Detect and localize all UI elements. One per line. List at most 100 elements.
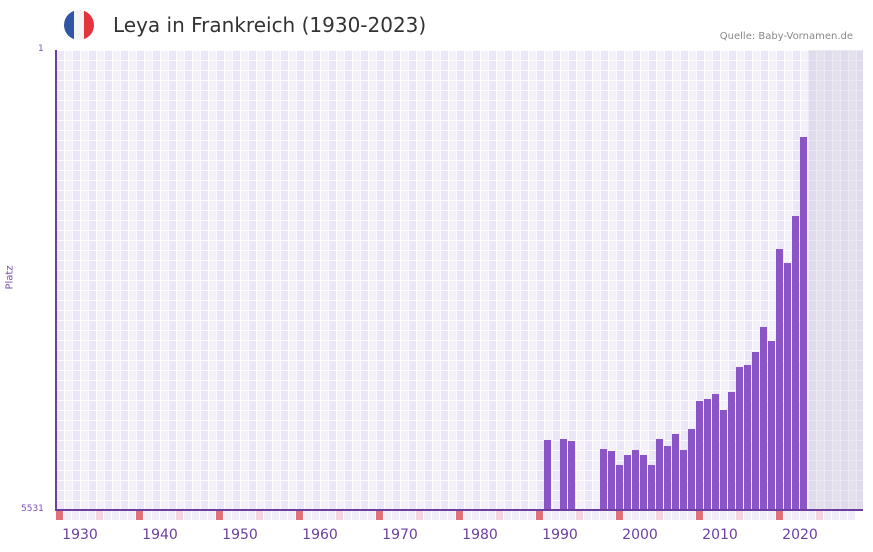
bar-2013 — [728, 391, 735, 510]
year-marker — [512, 511, 519, 520]
year-marker — [560, 511, 567, 520]
x-tick-1980: 1980 — [462, 527, 498, 543]
bar-2017 — [760, 326, 767, 510]
year-marker — [616, 511, 623, 520]
bar-2010 — [704, 398, 711, 510]
year-marker — [648, 511, 655, 520]
x-tick-1970: 1970 — [382, 527, 418, 543]
year-marker — [552, 511, 559, 520]
year-marker — [120, 511, 127, 520]
x-year-markers — [56, 511, 863, 520]
year-marker — [520, 511, 527, 520]
year-marker — [480, 511, 487, 520]
plot-area — [56, 50, 863, 510]
year-marker — [80, 511, 87, 520]
bar-1998 — [608, 450, 615, 510]
france-flag-icon — [64, 10, 94, 40]
year-marker — [664, 511, 671, 520]
x-tick-1960: 1960 — [302, 527, 338, 543]
year-marker — [600, 511, 607, 520]
year-marker — [536, 511, 543, 520]
x-tick-2020: 2020 — [782, 527, 818, 543]
year-marker — [312, 511, 319, 520]
y-tick-top: 1 — [38, 44, 44, 54]
bar-2002 — [640, 454, 647, 510]
year-marker — [224, 511, 231, 520]
year-marker — [568, 511, 575, 520]
year-marker — [96, 511, 103, 520]
x-tick-1950: 1950 — [222, 527, 258, 543]
bar-2007 — [680, 449, 687, 510]
year-marker — [152, 511, 159, 520]
x-axis-line — [55, 509, 863, 511]
bar-2005 — [664, 445, 671, 510]
bar-2012 — [720, 409, 727, 510]
year-marker — [320, 511, 327, 520]
x-tick-1940: 1940 — [142, 527, 178, 543]
year-marker — [344, 511, 351, 520]
bar-2008 — [688, 428, 695, 510]
year-marker — [280, 511, 287, 520]
year-marker — [232, 511, 239, 520]
year-marker — [272, 511, 279, 520]
year-marker — [720, 511, 727, 520]
year-marker — [488, 511, 495, 520]
year-marker — [680, 511, 687, 520]
year-marker — [584, 511, 591, 520]
year-marker — [112, 511, 119, 520]
year-marker — [696, 511, 703, 520]
year-marker — [608, 511, 615, 520]
year-marker — [504, 511, 511, 520]
year-marker — [656, 511, 663, 520]
bar-2011 — [712, 393, 719, 510]
bar-2014 — [736, 366, 743, 510]
year-marker — [712, 511, 719, 520]
year-marker — [176, 511, 183, 520]
year-marker — [88, 511, 95, 520]
bar-2009 — [696, 400, 703, 510]
year-marker — [104, 511, 111, 520]
year-marker — [576, 511, 583, 520]
year-marker — [704, 511, 711, 520]
x-tick-1930: 1930 — [62, 527, 98, 543]
year-marker — [736, 511, 743, 520]
year-marker — [128, 511, 135, 520]
year-marker — [256, 511, 263, 520]
year-marker — [216, 511, 223, 520]
year-marker — [760, 511, 767, 520]
bar-2021 — [792, 215, 799, 510]
bar-1997 — [600, 448, 607, 510]
year-marker — [624, 511, 631, 520]
year-marker — [688, 511, 695, 520]
y-tick-bottom: 5531 — [21, 504, 44, 514]
year-marker — [752, 511, 759, 520]
bar-2020 — [784, 263, 791, 510]
bar-2022 — [800, 137, 807, 510]
bar-1993 — [568, 440, 575, 510]
bar-2004 — [656, 438, 663, 510]
year-marker — [248, 511, 255, 520]
year-marker — [496, 511, 503, 520]
year-marker — [832, 511, 839, 520]
year-marker — [160, 511, 167, 520]
year-marker — [528, 511, 535, 520]
year-marker — [376, 511, 383, 520]
year-marker — [72, 511, 79, 520]
year-marker — [792, 511, 799, 520]
bar-2006 — [672, 433, 679, 510]
year-marker — [168, 511, 175, 520]
year-marker — [408, 511, 415, 520]
year-marker — [632, 511, 639, 520]
bar-2003 — [648, 464, 655, 510]
year-marker — [448, 511, 455, 520]
year-marker — [352, 511, 359, 520]
year-marker — [184, 511, 191, 520]
x-tick-2010: 2010 — [702, 527, 738, 543]
year-marker — [424, 511, 431, 520]
year-marker — [200, 511, 207, 520]
year-marker — [208, 511, 215, 520]
year-marker — [816, 511, 823, 520]
year-marker — [328, 511, 335, 520]
year-marker — [464, 511, 471, 520]
source-credit: Quelle: Baby-Vornamen.de — [719, 31, 853, 42]
